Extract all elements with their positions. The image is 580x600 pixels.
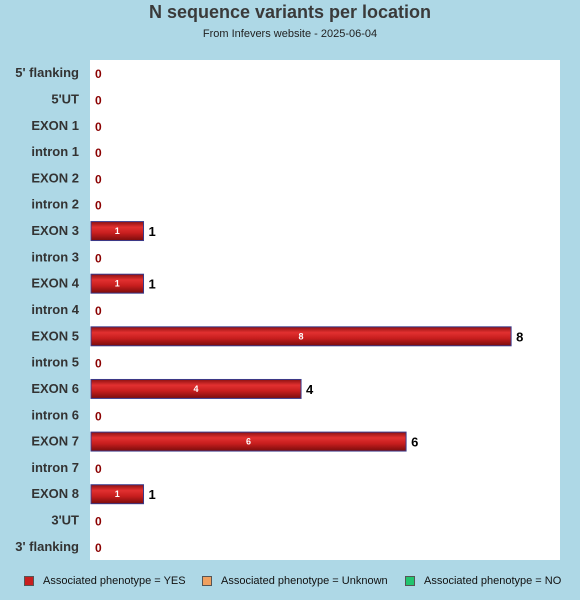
total-label-exon-6: 4 bbox=[306, 382, 314, 397]
bar-value-label-exon-5: 8 bbox=[299, 331, 304, 341]
legend-swatch-unknown bbox=[202, 576, 212, 586]
total-label-exon-5: 8 bbox=[516, 329, 523, 344]
total-label-5-ut: 0 bbox=[95, 93, 102, 107]
bar-exon-3 bbox=[90, 221, 145, 242]
bar-exon-8 bbox=[90, 484, 145, 505]
total-label-exon-1: 0 bbox=[95, 120, 102, 134]
category-label-exon-1: EXON 1 bbox=[31, 118, 79, 133]
category-label-intron-4: intron 4 bbox=[31, 302, 79, 317]
category-label-intron-5: intron 5 bbox=[31, 355, 79, 370]
category-label-exon-8: EXON 8 bbox=[31, 486, 79, 501]
total-label-exon-3: 1 bbox=[149, 224, 156, 239]
category-label-3-flanking: 3' flanking bbox=[15, 539, 79, 554]
category-label-exon-2: EXON 2 bbox=[31, 170, 79, 185]
total-label-intron-6: 0 bbox=[95, 409, 102, 423]
category-label-intron-7: intron 7 bbox=[31, 460, 79, 475]
bar-value-label-exon-3: 1 bbox=[115, 226, 120, 236]
bar-value-label-exon-4: 1 bbox=[115, 279, 120, 289]
category-label-exon-3: EXON 3 bbox=[31, 223, 79, 238]
bar-value-label-exon-6: 4 bbox=[194, 384, 199, 394]
legend: Associated phenotype = YES Associated ph… bbox=[0, 575, 580, 591]
total-label-intron-5: 0 bbox=[95, 357, 102, 371]
category-label-5-flanking: 5' flanking bbox=[15, 65, 79, 80]
category-label-exon-4: EXON 4 bbox=[31, 276, 79, 291]
category-label-intron-3: intron 3 bbox=[31, 249, 79, 264]
total-label-5-flanking: 0 bbox=[95, 67, 102, 81]
plot-area bbox=[90, 60, 560, 560]
bar-value-label-exon-7: 6 bbox=[246, 437, 251, 447]
bar-exon-6 bbox=[90, 378, 302, 399]
total-label-3-ut: 0 bbox=[95, 515, 102, 529]
bar-exon-5 bbox=[90, 326, 512, 347]
chart-subtitle: From Infevers website - 2025-06-04 bbox=[202, 28, 378, 40]
total-label-exon-8: 1 bbox=[149, 487, 156, 502]
category-label-exon-7: EXON 7 bbox=[31, 434, 79, 449]
chart-title: N sequence variants per location bbox=[148, 2, 432, 22]
category-label-intron-6: intron 6 bbox=[31, 407, 79, 422]
legend-label-yes: Associated phenotype = YES bbox=[43, 575, 186, 587]
category-label-5-ut: 5'UT bbox=[51, 91, 79, 106]
total-label-intron-2: 0 bbox=[95, 199, 102, 213]
legend-item-unknown: Associated phenotype = Unknown bbox=[202, 575, 388, 587]
category-label-exon-5: EXON 5 bbox=[31, 328, 79, 343]
total-label-exon-2: 0 bbox=[95, 172, 102, 186]
bar-value-label-exon-8: 1 bbox=[115, 489, 120, 499]
legend-item-no: Associated phenotype = NO bbox=[405, 575, 561, 587]
bar-exon-4 bbox=[90, 273, 145, 294]
total-label-3-flanking: 0 bbox=[95, 541, 102, 555]
legend-label-unknown: Associated phenotype = Unknown bbox=[221, 575, 388, 587]
legend-label-no: Associated phenotype = NO bbox=[424, 575, 562, 587]
total-label-exon-7: 6 bbox=[411, 435, 418, 450]
legend-item-yes: Associated phenotype = YES bbox=[24, 575, 186, 587]
total-label-intron-7: 0 bbox=[95, 462, 102, 476]
total-label-intron-3: 0 bbox=[95, 251, 102, 265]
category-label-intron-2: intron 2 bbox=[31, 197, 79, 212]
legend-swatch-yes bbox=[24, 576, 34, 586]
total-label-intron-4: 0 bbox=[95, 304, 102, 318]
legend-swatch-no bbox=[405, 576, 415, 586]
total-label-exon-4: 1 bbox=[149, 277, 156, 292]
bar-exon-7 bbox=[90, 431, 407, 452]
category-label-exon-6: EXON 6 bbox=[31, 381, 79, 396]
category-label-intron-1: intron 1 bbox=[31, 144, 79, 159]
category-label-3-ut: 3'UT bbox=[51, 513, 79, 528]
total-label-intron-1: 0 bbox=[95, 146, 102, 160]
